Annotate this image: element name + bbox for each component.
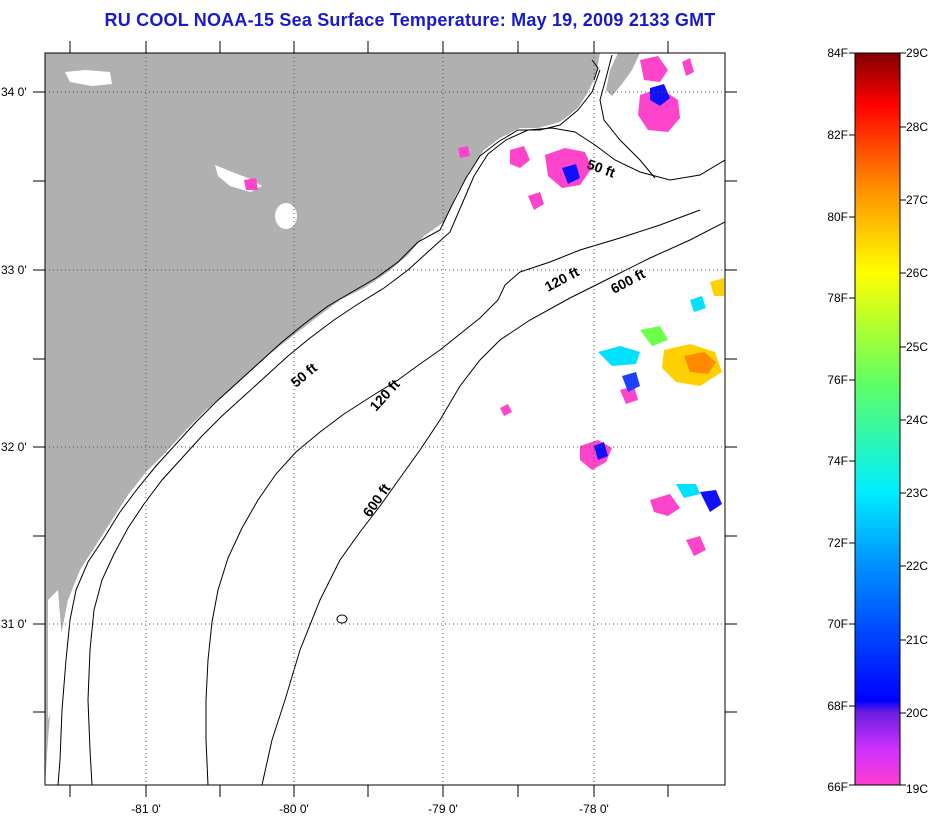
cb-f-label: 78F bbox=[827, 291, 848, 305]
sst-patch-pink bbox=[458, 146, 470, 158]
sst-patch-pink bbox=[682, 58, 694, 76]
lake bbox=[275, 203, 297, 229]
colorbar-gradient bbox=[854, 52, 901, 786]
sst-patch-green bbox=[640, 326, 668, 346]
isobath-120ft bbox=[205, 209, 701, 785]
map-frame bbox=[44, 52, 726, 786]
sst-patch-pink bbox=[528, 192, 544, 210]
sst-patch-yellow bbox=[710, 278, 724, 296]
y-tick-label: 32 0' bbox=[1, 440, 27, 454]
cb-c-label: 26C bbox=[906, 266, 928, 280]
sst-patch-pink bbox=[638, 88, 680, 132]
x-tick-label: -79 0' bbox=[428, 802, 458, 816]
map-title: RU COOL NOAA-15 Sea Surface Temperature:… bbox=[104, 10, 716, 30]
lake bbox=[65, 70, 112, 86]
sst-patch-cyan bbox=[690, 296, 706, 312]
x-tick-label: -78 0' bbox=[579, 802, 609, 816]
cb-c-label: 23C bbox=[906, 486, 928, 500]
sst-patch-pink bbox=[686, 536, 706, 556]
cb-c-label: 28C bbox=[906, 120, 928, 134]
cb-c-label: 29C bbox=[906, 46, 928, 60]
x-tick-label: -80 0' bbox=[279, 802, 309, 816]
cb-f-label: 70F bbox=[827, 617, 848, 631]
cb-f-label: 82F bbox=[827, 128, 848, 142]
cb-c-label: 21C bbox=[906, 633, 928, 647]
colorbar-right-labels: 29C 28C 27C 26C 25C 24C 23C 22C 21C 20C … bbox=[906, 46, 928, 796]
cb-f-label: 68F bbox=[827, 699, 848, 713]
cb-f-label: 74F bbox=[827, 454, 848, 468]
isobath-50ft bbox=[87, 127, 725, 785]
x-tick-label: -81 0' bbox=[131, 802, 161, 816]
coastline-detail bbox=[599, 54, 656, 179]
isobath-600ft bbox=[261, 221, 725, 785]
axis-ticks bbox=[33, 41, 737, 797]
sst-patch-cyan bbox=[676, 484, 700, 498]
coastline-detail bbox=[57, 69, 601, 785]
y-tick-label: 34 0' bbox=[1, 85, 27, 99]
sst-patch-pink bbox=[510, 146, 530, 168]
sst-patch-pink bbox=[650, 494, 680, 516]
cb-f-label: 72F bbox=[827, 536, 848, 550]
cb-c-label: 24C bbox=[906, 413, 928, 427]
sst-patch-pink bbox=[620, 386, 638, 404]
cb-c-label: 19C bbox=[906, 782, 928, 796]
cb-c-label: 27C bbox=[906, 193, 928, 207]
cb-c-label: 22C bbox=[906, 559, 928, 573]
colorbar-ticks bbox=[849, 52, 906, 786]
cb-f-label: 66F bbox=[827, 780, 848, 794]
coastline-detail bbox=[591, 59, 599, 81]
y-tick-label: 33 0' bbox=[1, 263, 27, 277]
isobath-600ft-closure bbox=[336, 614, 348, 624]
sst-patch-blue bbox=[622, 372, 640, 392]
sst-patch-cyan bbox=[598, 346, 640, 366]
sst-patch-pink bbox=[500, 404, 512, 416]
sst-patch-pink bbox=[640, 56, 668, 82]
y-tick-label: 31 0' bbox=[1, 617, 27, 631]
y-axis-labels: 34 0' 33 0' 32 0' 31 0' bbox=[1, 85, 27, 631]
coastal-marsh bbox=[48, 590, 62, 720]
cb-c-label: 20C bbox=[906, 706, 928, 720]
cb-f-label: 80F bbox=[827, 210, 848, 224]
land-mass bbox=[45, 53, 600, 785]
sst-patch-blue bbox=[700, 490, 722, 512]
sst-patch-blue bbox=[650, 84, 670, 106]
colorbar: 84F 82F 80F 78F 76F 74F 72F 70F 68F 66F … bbox=[827, 46, 928, 796]
land-fragment-ne bbox=[606, 53, 640, 96]
colorbar-left-labels: 84F 82F 80F 78F 76F 74F 72F 70F 68F 66F bbox=[827, 46, 848, 794]
cb-f-label: 76F bbox=[827, 373, 848, 387]
sst-patches bbox=[244, 56, 724, 556]
cb-f-label: 84F bbox=[827, 46, 848, 60]
sst-patch-pink bbox=[244, 178, 258, 190]
cb-c-label: 25C bbox=[906, 340, 928, 354]
sst-patch-orange bbox=[684, 352, 716, 374]
sst-patch-blue bbox=[562, 164, 580, 184]
x-axis-labels: -81 0' -80 0' -79 0' -78 0' bbox=[131, 802, 609, 816]
grid bbox=[45, 53, 725, 785]
